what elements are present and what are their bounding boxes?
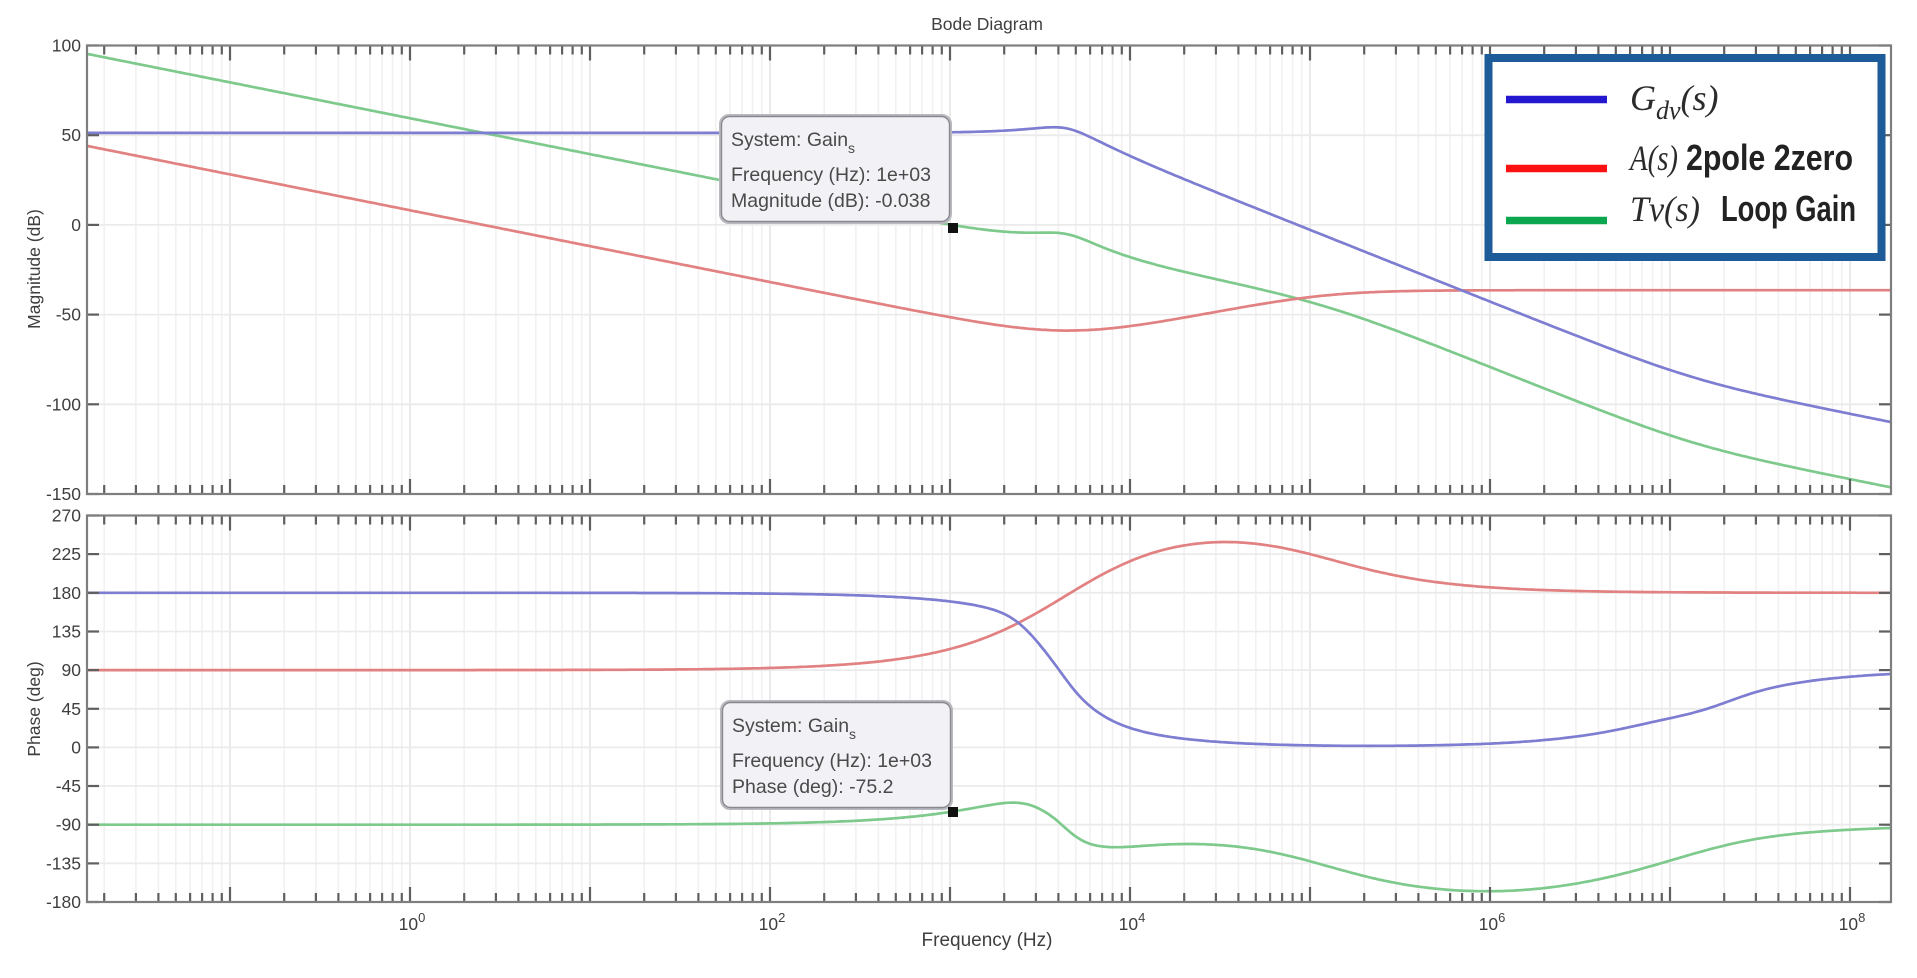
svg-text:Phase (deg): Phase (deg) bbox=[24, 661, 44, 756]
svg-text:-100: -100 bbox=[46, 394, 81, 414]
svg-text:0: 0 bbox=[71, 215, 81, 235]
svg-text:50: 50 bbox=[62, 125, 82, 145]
svg-text:-180: -180 bbox=[46, 892, 81, 912]
svg-text:Frequency (Hz): 1e+03: Frequency (Hz): 1e+03 bbox=[732, 750, 932, 772]
svg-text:180: 180 bbox=[52, 583, 81, 603]
svg-text:135: 135 bbox=[52, 622, 81, 642]
svg-text:Magnitude (dB): -0.038: Magnitude (dB): -0.038 bbox=[731, 190, 930, 212]
svg-text:-90: -90 bbox=[56, 815, 82, 835]
svg-text:2pole 2zero: 2pole 2zero bbox=[1686, 137, 1853, 178]
svg-text:Loop Gain: Loop Gain bbox=[1721, 188, 1856, 229]
svg-text:-45: -45 bbox=[56, 776, 81, 796]
svg-text:Phase (deg): -75.2: Phase (deg): -75.2 bbox=[732, 776, 894, 798]
svg-text:Magnitude (dB): Magnitude (dB) bbox=[24, 209, 44, 329]
svg-text:Frequency (Hz): Frequency (Hz) bbox=[922, 930, 1053, 951]
svg-text:270: 270 bbox=[52, 506, 81, 526]
svg-text:225: 225 bbox=[52, 544, 81, 564]
svg-text:0: 0 bbox=[71, 737, 81, 757]
svg-text:-150: -150 bbox=[46, 484, 81, 504]
svg-text:45: 45 bbox=[62, 699, 81, 719]
svg-text:Bode Diagram: Bode Diagram bbox=[931, 14, 1043, 34]
svg-text:-135: -135 bbox=[46, 853, 81, 873]
svg-text:100: 100 bbox=[52, 36, 81, 56]
svg-text:-50: -50 bbox=[56, 305, 82, 325]
svg-text:Tv(s): Tv(s) bbox=[1630, 189, 1700, 229]
svg-text:Frequency (Hz): 1e+03: Frequency (Hz): 1e+03 bbox=[731, 164, 931, 186]
svg-text:90: 90 bbox=[62, 660, 82, 680]
svg-text:A(s): A(s) bbox=[1628, 138, 1678, 178]
